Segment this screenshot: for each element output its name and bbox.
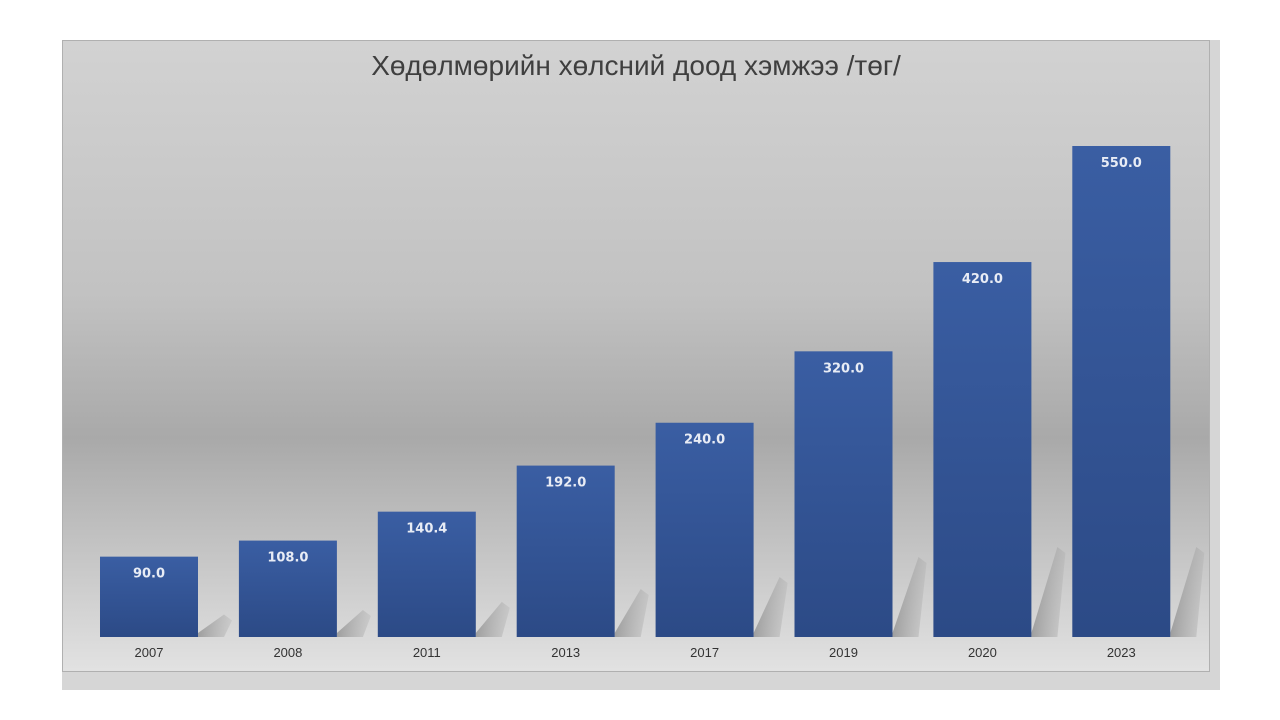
bar-shadow — [198, 614, 232, 637]
bar-2013 — [516, 465, 615, 637]
x-tick-label: 2008 — [273, 645, 302, 660]
bar-shadow — [614, 589, 649, 637]
x-tick-label: 2019 — [829, 645, 858, 660]
data-labels-group: 90.0 108.0 140.4 192.0 240.0 320.0 420.0 550.0 — [133, 156, 1142, 582]
bar-shadow — [1031, 547, 1066, 637]
data-label: 420.0 — [962, 272, 1003, 287]
x-tick-label: 2013 — [551, 645, 580, 660]
bar-shadow — [1170, 547, 1205, 637]
bar-2023 — [1072, 146, 1171, 637]
x-tick-labels-group: 2007 2008 2011 2013 2017 2019 2020 2023 — [135, 645, 1136, 660]
data-label: 320.0 — [823, 361, 864, 376]
data-label: 108.0 — [267, 551, 308, 566]
x-tick-label: 2020 — [968, 645, 997, 660]
bar-shadow — [475, 601, 510, 637]
x-tick-label: 2017 — [690, 645, 719, 660]
bar-shadow — [753, 577, 788, 637]
x-tick-label: 2023 — [1107, 645, 1136, 660]
bar-2020 — [933, 262, 1032, 637]
x-tick-label: 2007 — [135, 645, 164, 660]
chart-title: Хөдөлмөрийн хөлсний доод хэмжээ /төг/ — [371, 50, 901, 81]
bar-2008 — [238, 540, 337, 637]
bar-shadow — [336, 610, 371, 637]
bar-2011 — [377, 511, 476, 637]
data-label: 192.0 — [545, 476, 586, 491]
data-label: 550.0 — [1101, 156, 1142, 171]
bar-shadow — [892, 557, 927, 637]
bar-2019 — [794, 351, 893, 637]
x-tick-label: 2011 — [413, 645, 441, 660]
data-label: 240.0 — [684, 433, 725, 448]
data-label: 140.4 — [406, 522, 447, 537]
data-label: 90.0 — [133, 567, 165, 582]
bars-group — [100, 146, 1171, 637]
bar-2017 — [655, 422, 754, 637]
bar-shadows — [198, 547, 1205, 637]
bar-2007 — [100, 556, 198, 637]
